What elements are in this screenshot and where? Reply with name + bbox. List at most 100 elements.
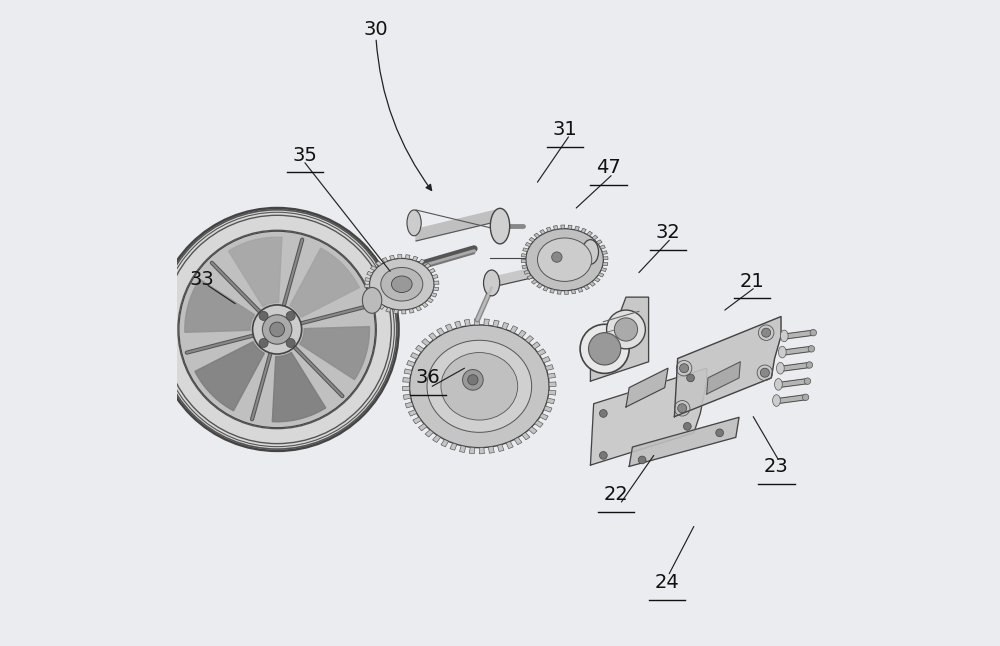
Circle shape: [599, 452, 607, 459]
Polygon shape: [488, 446, 494, 453]
Text: 22: 22: [604, 484, 629, 504]
Text: 47: 47: [596, 158, 621, 178]
Polygon shape: [540, 229, 545, 234]
Text: 35: 35: [292, 145, 317, 165]
Polygon shape: [432, 275, 438, 278]
Polygon shape: [403, 377, 410, 382]
Polygon shape: [584, 285, 589, 290]
Polygon shape: [561, 225, 565, 229]
Polygon shape: [425, 263, 431, 268]
Polygon shape: [629, 417, 739, 466]
Text: 36: 36: [415, 368, 440, 388]
Circle shape: [259, 339, 268, 348]
Circle shape: [270, 322, 284, 337]
Polygon shape: [537, 284, 542, 288]
Polygon shape: [525, 335, 534, 343]
Polygon shape: [425, 430, 433, 437]
Polygon shape: [602, 251, 607, 255]
Polygon shape: [416, 210, 497, 241]
Polygon shape: [780, 362, 809, 371]
Polygon shape: [367, 271, 373, 276]
Polygon shape: [525, 242, 531, 247]
Ellipse shape: [484, 270, 500, 296]
Ellipse shape: [410, 325, 549, 448]
Circle shape: [806, 362, 813, 368]
Polygon shape: [429, 333, 437, 340]
Polygon shape: [484, 319, 489, 326]
Circle shape: [286, 339, 295, 348]
Circle shape: [678, 404, 687, 413]
Polygon shape: [410, 353, 419, 359]
Text: 24: 24: [654, 573, 679, 592]
Polygon shape: [549, 382, 556, 386]
Polygon shape: [433, 287, 439, 291]
Circle shape: [804, 378, 811, 384]
Polygon shape: [228, 237, 282, 306]
Circle shape: [463, 370, 483, 390]
Polygon shape: [522, 432, 530, 440]
Polygon shape: [550, 289, 555, 293]
Ellipse shape: [441, 353, 518, 420]
Circle shape: [599, 410, 607, 417]
Polygon shape: [603, 262, 608, 266]
Ellipse shape: [773, 395, 780, 406]
Text: 32: 32: [656, 223, 680, 242]
Polygon shape: [557, 290, 561, 295]
Polygon shape: [626, 368, 668, 407]
Polygon shape: [598, 273, 604, 277]
Text: 31: 31: [552, 120, 577, 139]
Polygon shape: [379, 304, 385, 309]
Circle shape: [687, 374, 694, 382]
Text: 23: 23: [764, 457, 789, 476]
Polygon shape: [518, 330, 526, 338]
Circle shape: [680, 364, 689, 373]
Text: 21: 21: [740, 271, 764, 291]
Polygon shape: [543, 287, 548, 291]
Polygon shape: [529, 427, 537, 434]
Polygon shape: [590, 282, 595, 286]
Polygon shape: [571, 289, 576, 294]
Polygon shape: [521, 254, 526, 257]
Polygon shape: [594, 278, 600, 282]
Polygon shape: [523, 248, 528, 252]
Polygon shape: [497, 444, 504, 452]
Polygon shape: [459, 446, 466, 452]
Circle shape: [760, 368, 769, 377]
Ellipse shape: [381, 267, 423, 301]
Polygon shape: [416, 345, 424, 352]
Polygon shape: [548, 373, 555, 379]
Polygon shape: [365, 278, 370, 282]
Polygon shape: [548, 390, 556, 395]
Polygon shape: [776, 395, 806, 404]
Polygon shape: [427, 298, 433, 303]
Polygon shape: [527, 275, 533, 280]
Polygon shape: [403, 386, 410, 391]
Ellipse shape: [490, 209, 510, 244]
Polygon shape: [568, 225, 572, 229]
Polygon shape: [546, 227, 551, 231]
Polygon shape: [455, 321, 461, 328]
Polygon shape: [542, 357, 550, 363]
Ellipse shape: [391, 276, 412, 293]
Circle shape: [179, 231, 375, 428]
Circle shape: [253, 305, 302, 354]
Polygon shape: [596, 240, 602, 244]
Circle shape: [762, 328, 771, 337]
Ellipse shape: [776, 362, 784, 374]
Circle shape: [286, 311, 295, 320]
Polygon shape: [409, 309, 414, 313]
Polygon shape: [469, 447, 475, 453]
Polygon shape: [490, 258, 574, 287]
Polygon shape: [578, 288, 583, 293]
Ellipse shape: [775, 379, 782, 390]
Polygon shape: [506, 441, 513, 449]
Polygon shape: [601, 267, 607, 271]
Polygon shape: [531, 280, 537, 284]
Polygon shape: [405, 255, 410, 259]
Polygon shape: [535, 421, 543, 428]
Polygon shape: [674, 317, 781, 417]
Polygon shape: [422, 339, 430, 346]
Ellipse shape: [778, 346, 786, 358]
Polygon shape: [590, 368, 707, 465]
Polygon shape: [474, 319, 479, 325]
